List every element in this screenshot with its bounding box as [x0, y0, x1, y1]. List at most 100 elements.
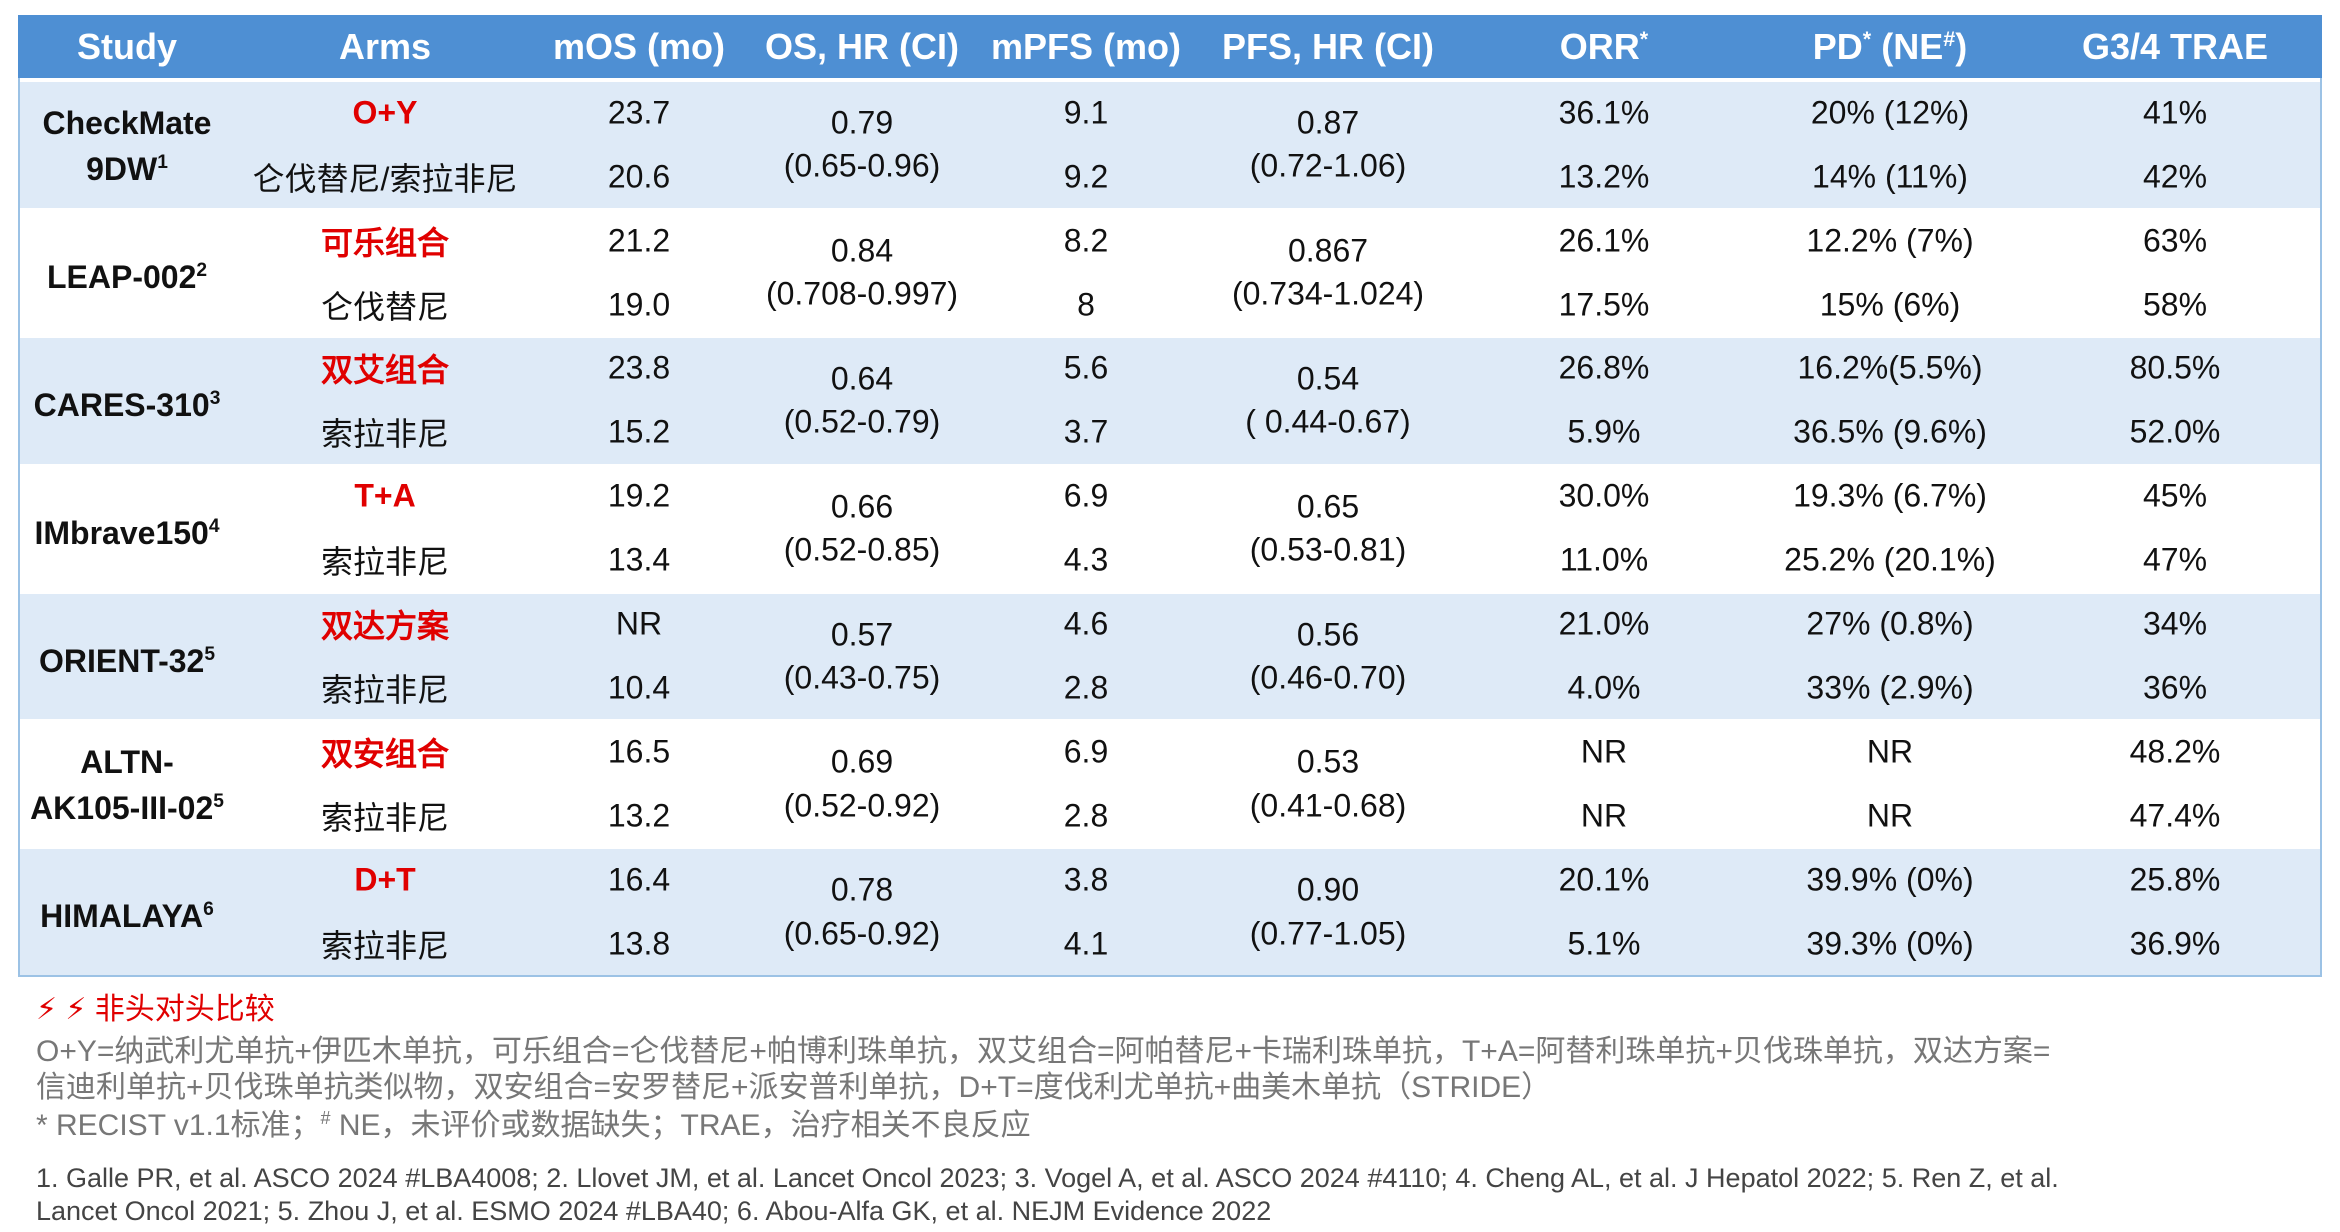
- cell-value: 45%: [2142, 477, 2208, 514]
- arm-name: 索拉非尼: [320, 672, 450, 709]
- cell-value: 13.8: [607, 925, 671, 962]
- cell-value: 4.0%: [1567, 669, 1641, 706]
- text-part: Study: [76, 25, 178, 67]
- hazard-ratio: 0.64: [830, 360, 894, 397]
- cell-value: 16.4: [607, 861, 671, 898]
- row-bg: [20, 593, 2320, 720]
- study-line: HIMALAYA: [40, 898, 204, 935]
- cell-value: 9.1: [1063, 94, 1109, 131]
- row-bg: [20, 849, 2320, 976]
- cell-value: 15% (6%): [1819, 286, 1961, 323]
- arm-name: T+A: [354, 477, 416, 514]
- column-header: OS, HR (CI): [765, 26, 959, 68]
- cell-value: 26.8%: [1558, 349, 1650, 386]
- cell-value: NR: [1866, 733, 1914, 770]
- text-part: * RECIST v1.1标准；: [36, 1109, 321, 1142]
- reference-mark: 5: [213, 791, 224, 813]
- hazard-ratio: (0.734-1.024): [1231, 275, 1425, 312]
- hazard-ratio: (0.46-0.70): [1249, 659, 1407, 696]
- study-name: IMbrave1504: [35, 507, 220, 553]
- arm-name: 仑伐替尼/索拉非尼: [252, 160, 518, 197]
- row-bg: [20, 337, 2320, 464]
- cell-value: 25.8%: [2129, 861, 2221, 898]
- row-bg: [20, 209, 2320, 336]
- text-part: ): [1955, 25, 1968, 67]
- hazard-ratio: ( 0.44-0.67): [1245, 403, 1411, 440]
- reference-mark: 5: [204, 643, 216, 665]
- cell-value: 52.0%: [2129, 413, 2221, 450]
- cell-value: 27% (0.8%): [1806, 605, 1974, 642]
- cell-value: 9.2: [1063, 158, 1109, 195]
- superscript: #: [320, 1108, 331, 1128]
- cell-value: 23.8: [607, 349, 671, 386]
- hazard-ratio: (0.65-0.96): [783, 147, 941, 184]
- hazard-ratio: 0.90: [1296, 871, 1360, 908]
- study-name: CARES-3103: [34, 379, 221, 425]
- column-header: PD* (NE#): [1813, 26, 1967, 68]
- text-part: OS, HR (CI): [765, 25, 959, 67]
- hazard-ratio: 0.84: [830, 232, 894, 269]
- cell-value: 41%: [2142, 94, 2208, 131]
- reference-mark: 3: [209, 387, 221, 409]
- cell-value: 47.4%: [2129, 797, 2221, 834]
- arm-name: 双艾组合: [320, 352, 450, 389]
- cell-value: 13.2%: [1558, 158, 1650, 195]
- hazard-ratio: 0.54: [1296, 360, 1360, 397]
- cell-value: 11.0%: [1559, 541, 1649, 578]
- cell-value: 17.5%: [1558, 286, 1650, 323]
- cell-value: 58%: [2142, 286, 2208, 323]
- cell-value: 30.0%: [1558, 477, 1650, 514]
- row-bg: [20, 721, 2320, 848]
- hazard-ratio: 0.66: [830, 488, 894, 525]
- cell-value: 48.2%: [2129, 733, 2221, 770]
- cell-value: NR: [1580, 797, 1628, 834]
- cell-value: 15.2: [607, 413, 671, 450]
- text-part: PD: [1812, 25, 1863, 67]
- cell-value: 33% (2.9%): [1806, 669, 1974, 706]
- reference-mark: 1: [157, 152, 168, 174]
- hazard-ratio: 0.69: [830, 743, 894, 780]
- column-header: G3/4 TRAE: [2082, 26, 2268, 68]
- study-name: LEAP-0022: [47, 251, 207, 297]
- cell-value: 25.2% (20.1%): [1784, 541, 1996, 578]
- cell-value: 3.8: [1063, 861, 1109, 898]
- cell-value: 4.1: [1063, 925, 1109, 962]
- study-line: 9DW: [86, 150, 158, 187]
- abbreviation-line: O+Y=纳武利尤单抗+伊匹木单抗，可乐组合=仑伐替尼+帕博利珠单抗，双艾组合=阿…: [36, 1035, 2051, 1068]
- text-part: mPFS (mo): [990, 25, 1182, 67]
- text-part: NE，未评价或数据缺失；TRAE，治疗相关不良反应: [330, 1109, 1031, 1142]
- cell-value: 2.8: [1063, 797, 1109, 834]
- hazard-ratio: (0.41-0.68): [1249, 787, 1407, 824]
- cell-value: 21.0%: [1558, 605, 1650, 642]
- study-line: CheckMate: [42, 105, 212, 142]
- text-part: mOS (mo): [552, 25, 726, 67]
- study-line: LEAP-002: [46, 258, 197, 295]
- cell-value: 20.1%: [1558, 861, 1650, 898]
- cell-value: 39.9% (0%): [1806, 861, 1974, 898]
- study-line: AK105-III-02: [30, 790, 214, 827]
- cell-value: 19.2: [607, 477, 671, 514]
- hazard-ratio: (0.43-0.75): [783, 659, 941, 696]
- study-name: ORIENT-325: [39, 635, 215, 681]
- cell-value: 3.7: [1063, 413, 1109, 450]
- study-name: CheckMate 9DW1: [43, 103, 212, 189]
- reference-mark: 4: [208, 515, 220, 537]
- text-part: ORR: [1559, 25, 1640, 67]
- cell-value: 6.9: [1063, 733, 1109, 770]
- text-part: G3/4 TRAE: [2081, 25, 2269, 67]
- superscript: #: [1943, 25, 1956, 51]
- arm-name: O+Y: [352, 94, 418, 131]
- hazard-ratio: (0.72-1.06): [1249, 147, 1407, 184]
- study-line: CARES-310: [33, 386, 210, 423]
- column-header: Arms: [339, 26, 431, 68]
- hazard-ratio: (0.77-1.05): [1249, 915, 1407, 952]
- reference-mark: 2: [196, 260, 208, 282]
- cell-value: 5.1%: [1567, 925, 1641, 962]
- text-part: PFS, HR (CI): [1222, 25, 1434, 67]
- arm-name: D+T: [354, 861, 416, 898]
- reference-line: Lancet Oncol 2021; 5. Zhou J, et al. ESM…: [36, 1196, 1272, 1226]
- cell-value: 36.1%: [1558, 94, 1650, 131]
- cell-value: 20% (12%): [1810, 94, 1970, 131]
- cell-value: NR: [1866, 797, 1914, 834]
